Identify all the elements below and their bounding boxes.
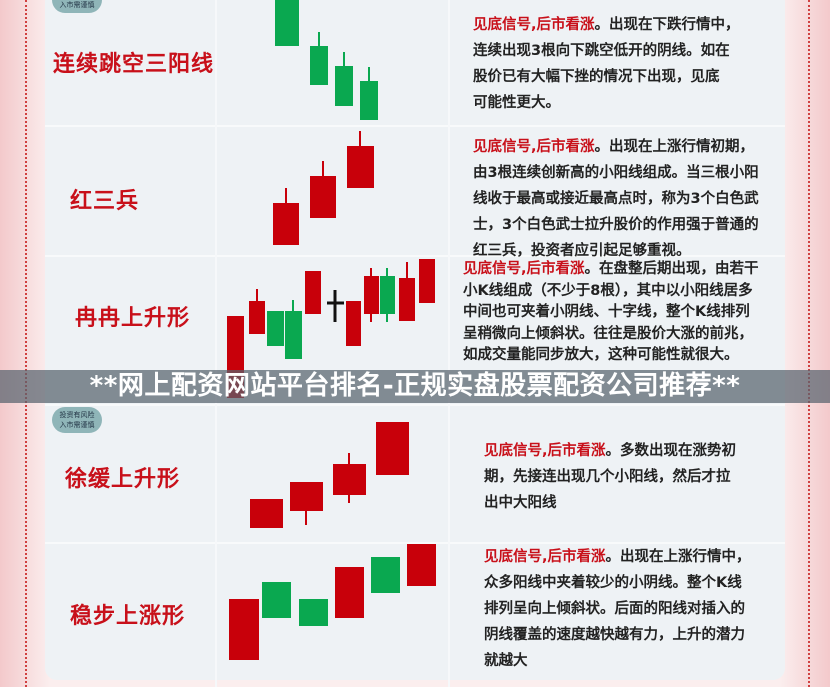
pattern-5-candles [229, 544, 436, 660]
risk-badge: 投资有风险入市需谨慎 [52, 407, 102, 433]
pattern-label: 稳步上涨形 [70, 604, 186, 629]
left-dotted-border [25, 0, 27, 687]
bearish-candle [380, 276, 395, 314]
pattern-description: 见底信号,后市看涨。出现在下跌行情中， 连续出现3根向下跳空低开的阴线。如在 股价… [473, 17, 740, 111]
bearish-candle [335, 66, 353, 106]
row-divider [45, 255, 785, 257]
right-dotted-border [808, 0, 810, 687]
bullish-candle [376, 422, 409, 475]
overlay-banner: **网上配资网站平台排名-正规实盘股票配资公司推荐** [0, 370, 830, 403]
pattern-description: 见底信号,后市看涨。出现在上涨行情中， 众多阳线中夹着较少的小阴线。整个K线 排列… [484, 549, 751, 669]
pattern-description: 见底信号,后市看涨。出现在上涨行情初期， 由3根连续创新高的小阳线组成。当三根小… [473, 139, 759, 259]
bearish-candle [360, 81, 378, 120]
row-divider [45, 542, 785, 544]
row-divider [45, 404, 785, 406]
bearish-candle [371, 557, 400, 593]
bearish-candle [310, 46, 328, 85]
bearish-candle [299, 599, 328, 626]
bullish-candle [273, 203, 299, 245]
bullish-candle [364, 276, 379, 314]
pattern-label: 红三兵 [70, 189, 140, 214]
column-divider [448, 0, 450, 687]
bullish-candle [419, 259, 435, 303]
bullish-candle [229, 599, 259, 660]
pattern-4-candles [250, 422, 409, 528]
bearish-candle [275, 0, 299, 46]
bearish-candle [262, 582, 291, 618]
bearish-candle [267, 311, 284, 346]
pattern-2-candles [273, 131, 374, 245]
bullish-candle [310, 176, 336, 218]
pattern-label: 徐缓上升形 [65, 467, 181, 492]
column-divider [215, 0, 217, 687]
bullish-candle [347, 146, 374, 188]
bearish-candle [285, 311, 302, 359]
bullish-candle [305, 271, 321, 314]
pattern-label: 冉冉上升形 [75, 306, 191, 331]
bullish-candle [346, 301, 361, 346]
bullish-candle [333, 464, 366, 495]
bullish-candle [290, 482, 323, 511]
pattern-1-candles [275, 0, 378, 120]
pattern-description: 见底信号,后市看涨。多数出现在涨势初 期，先接连出现几个小阳线，然后才拉 出中大阳… [484, 443, 737, 511]
bullish-candle [250, 499, 283, 528]
doji-cross [327, 290, 344, 322]
bullish-candle [407, 544, 436, 586]
bullish-candle [335, 567, 364, 618]
pattern-description: 见底信号,后市看涨。在盘整后期出现，由若干 小K线组成（不少于8根），其中以小阳… [463, 261, 759, 363]
bullish-candle [399, 278, 415, 321]
row-divider [45, 125, 785, 127]
bullish-candle [249, 301, 265, 334]
pattern-label: 连续跳空三阳线 [53, 52, 215, 77]
